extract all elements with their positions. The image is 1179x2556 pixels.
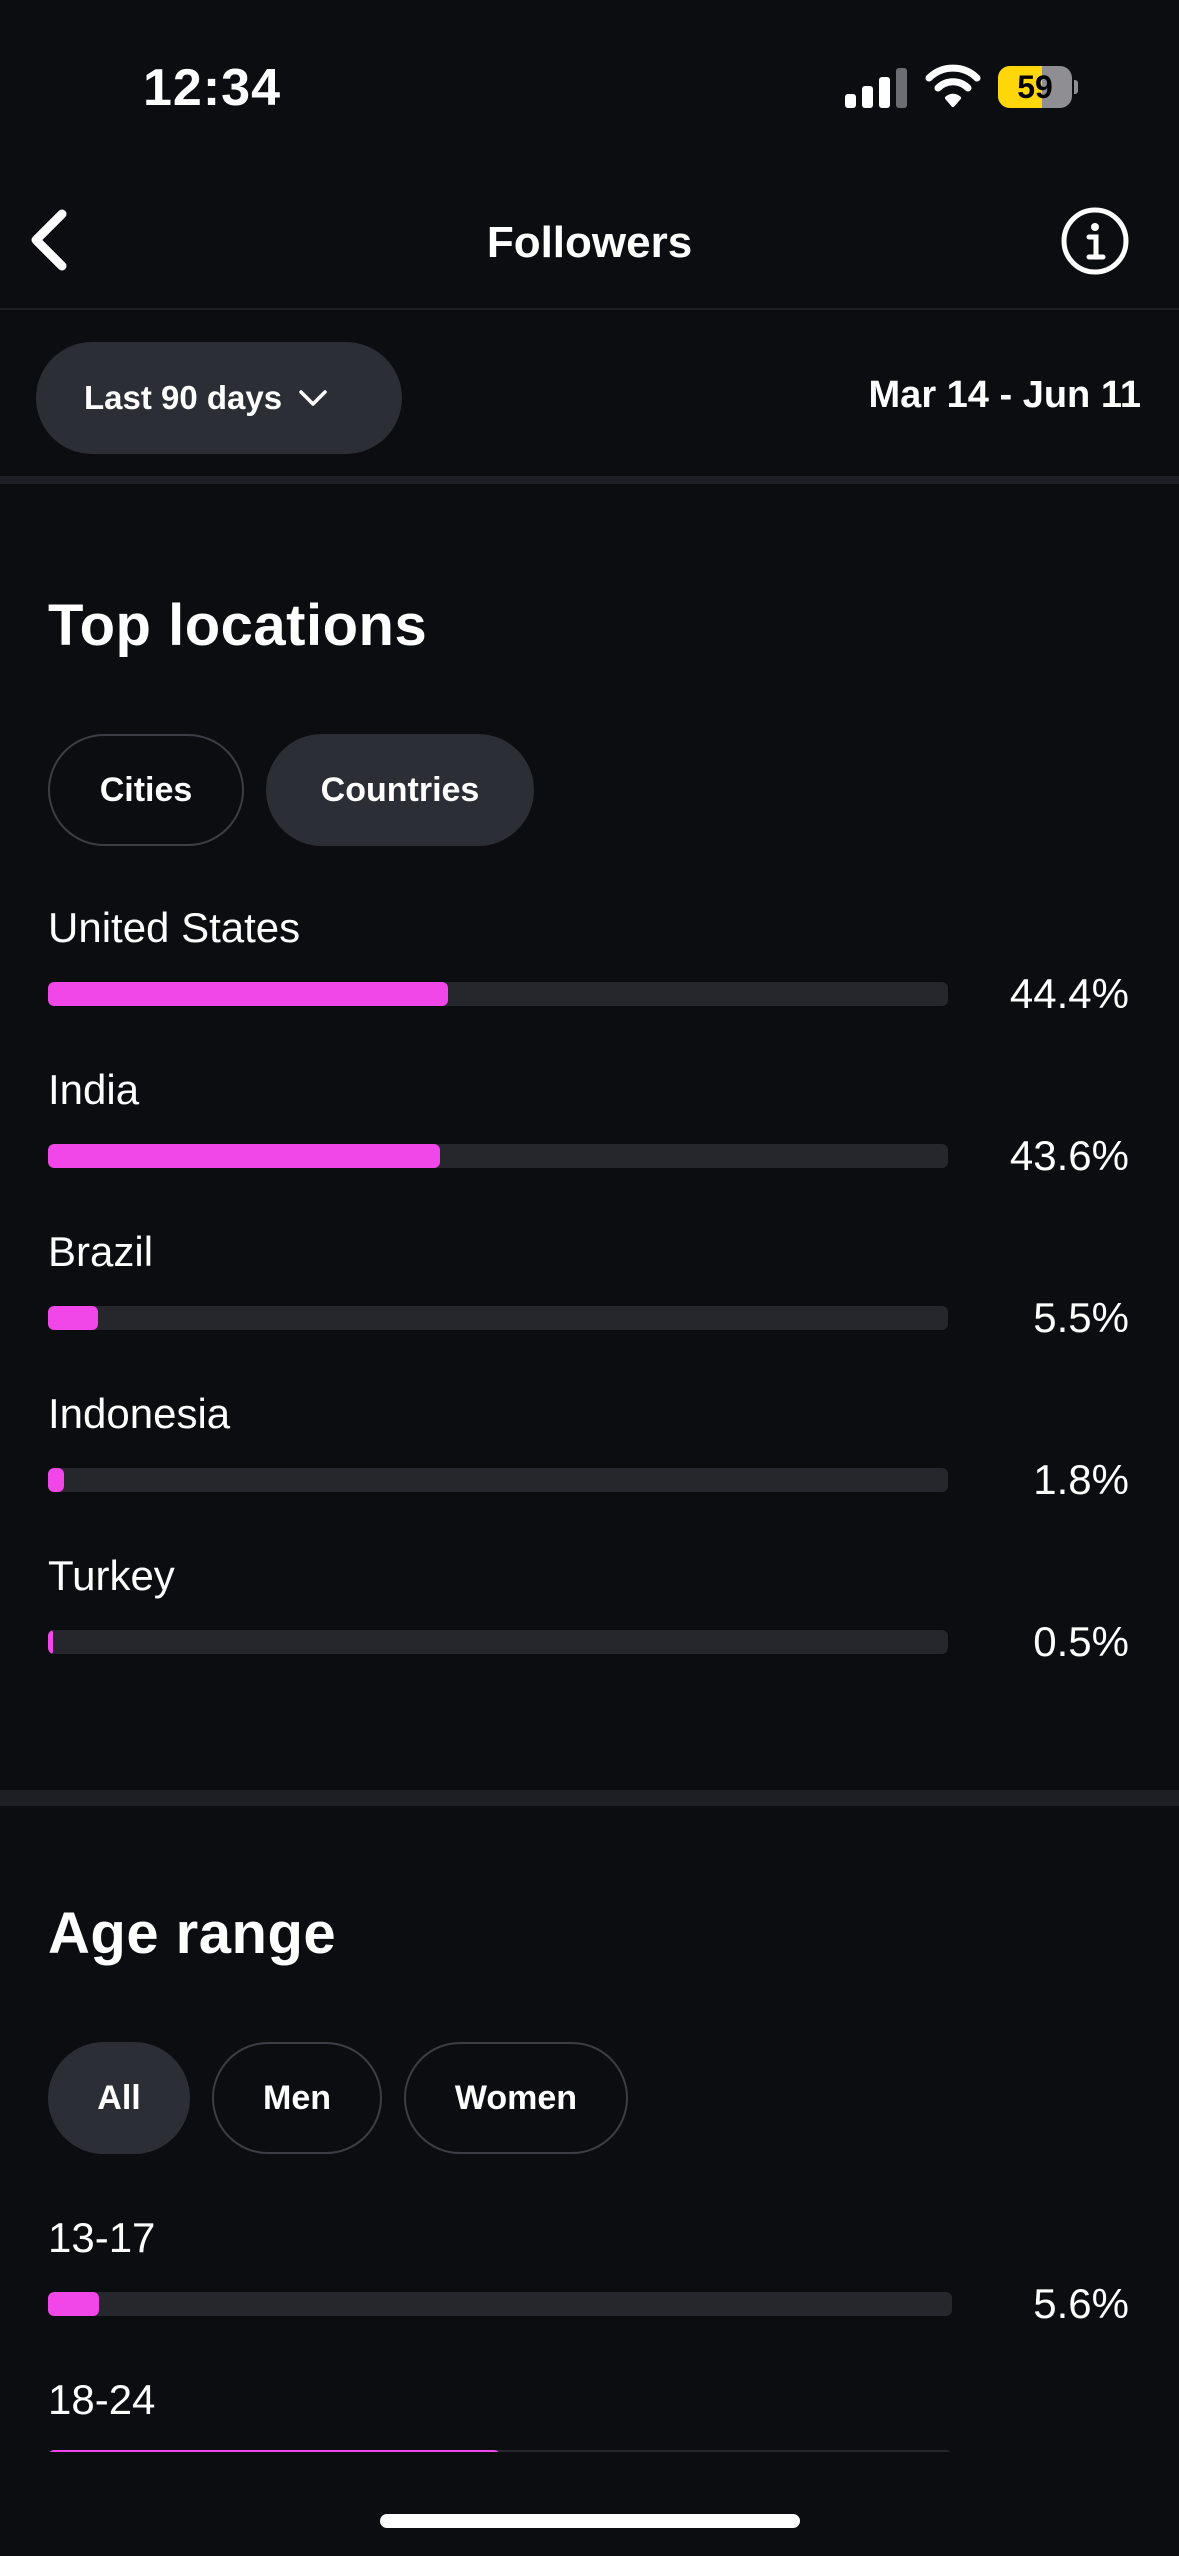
back-button[interactable] [18,200,88,280]
date-range-row: Last 90 days Mar 14 - Jun 11 [0,312,1179,484]
location-bar [48,1144,441,1168]
age-bar-track [48,2292,952,2316]
date-range-text: Mar 14 - Jun 11 [868,374,1141,416]
tab-cities[interactable]: Cities [48,734,244,846]
battery-percent: 59 [1017,69,1053,105]
location-value: 1.8% [1033,1456,1129,1503]
location-bar-track [48,1144,948,1168]
tab-countries[interactable]: Countries [266,734,534,846]
date-range-label: Last 90 days [84,379,283,416]
date-range-dropdown[interactable]: Last 90 days [36,342,402,454]
battery-icon: 59 [998,66,1078,108]
tab-women[interactable]: Women [404,2042,628,2154]
location-bar-track [48,1306,948,1330]
location-bar-track [48,1630,948,1654]
top-locations-title: Top locations [48,593,428,658]
battery-fill [998,66,1042,108]
location-bar-track [48,982,948,1006]
location-bar [48,1468,65,1492]
status-time: 12:34 [143,59,281,117]
status-bar: 12:34 59 [0,0,1179,170]
age-label: 18-24 [48,2376,156,2423]
location-value: 0.5% [1033,1618,1129,1665]
home-indicator[interactable] [380,2514,800,2528]
location-label: Turkey [48,1552,175,1599]
location-bar [48,1306,98,1330]
section-divider [0,1790,1179,1806]
location-bar [48,982,448,1006]
location-value: 43.6% [1009,1132,1129,1179]
cellular-signal-icon [845,66,907,108]
nav-header: Followers [0,170,1179,310]
location-value: 5.5% [1033,1294,1129,1341]
info-button[interactable] [1059,205,1131,277]
location-label: United States [48,904,301,951]
location-label: Brazil [48,1228,154,1275]
location-bar-track [48,1468,948,1492]
chevron-down-icon [299,390,327,406]
tab-all[interactable]: All [48,2042,190,2154]
location-bar [48,1630,54,1654]
bottom-safe-area [0,2452,1179,2556]
age-bar [48,2292,99,2316]
location-value: 44.4% [1009,970,1129,1017]
location-label: India [48,1066,140,1113]
location-label: Indonesia [48,1390,231,1437]
page-title: Followers [486,218,693,267]
age-label: 13-17 [48,2214,156,2261]
age-range-title: Age range [48,1901,337,1966]
tab-men[interactable]: Men [212,2042,382,2154]
wifi-icon [925,64,981,107]
age-value: 5.6% [1033,2280,1129,2327]
